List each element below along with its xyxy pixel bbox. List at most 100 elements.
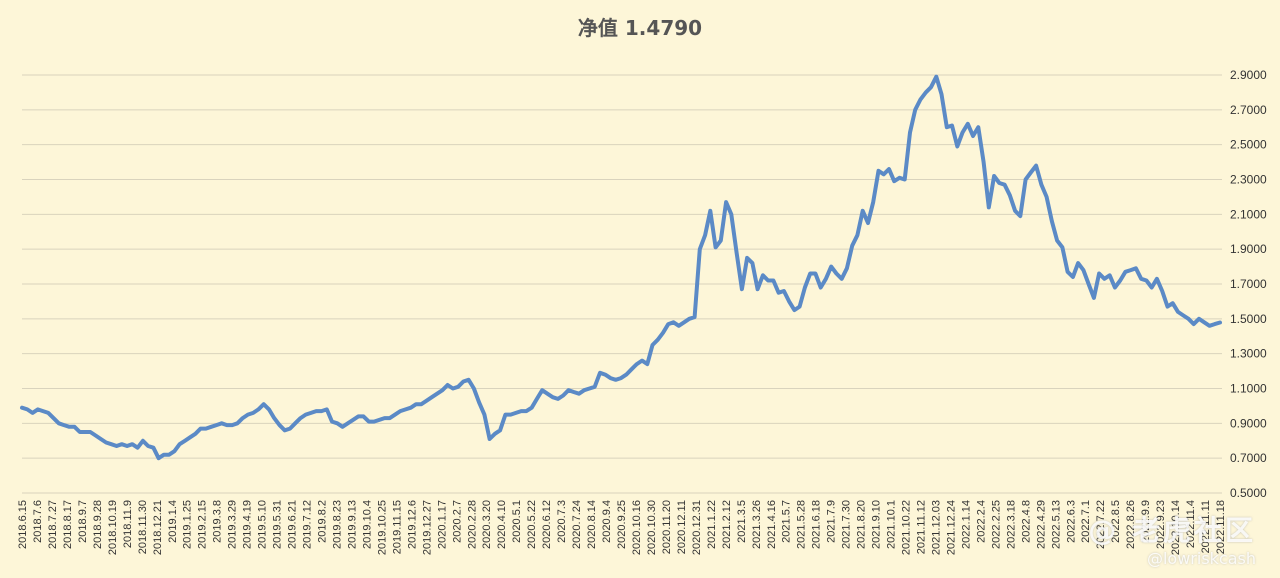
x-tick-label: 2020.8.14 — [586, 500, 598, 549]
x-tick-label: 2022.6.3 — [1065, 500, 1077, 543]
x-tick-label: 2018.8.17 — [62, 500, 74, 549]
x-tick-label: 2019.12.27 — [421, 500, 433, 555]
x-tick-label: 2022.5.13 — [1050, 500, 1062, 549]
x-tick-label: 2018.11.30 — [137, 500, 149, 554]
chart-title: 净值 1.4790 — [577, 16, 703, 40]
series-line — [20, 74, 1222, 461]
x-tick-label: 2021.12.03 — [930, 500, 942, 555]
x-tick-label: 2020.7.3 — [556, 500, 568, 543]
x-tick-label: 2018.7.27 — [47, 500, 59, 549]
x-tick-label: 2019.3.8 — [212, 500, 224, 543]
y-tick-label: 2.3000 — [1230, 173, 1267, 187]
x-tick-label: 2022.9.9 — [1140, 500, 1152, 543]
x-tick-label: 2019.3.29 — [227, 500, 239, 549]
x-tick-label: 2019.1.4 — [167, 500, 179, 543]
x-tick-label: 2021.10.22 — [901, 500, 913, 555]
x-tick-label: 2020.1.17 — [436, 500, 448, 549]
x-axis: 2018.6.15 2018.7.6 2018.7.27 2018.8.17 2018.… — [17, 500, 1227, 555]
x-tick-label: 2018.11.9 — [122, 500, 134, 548]
x-tick-label: 2021.5.28 — [796, 500, 808, 549]
watermark-handle: @lowriskcash — [1146, 549, 1256, 568]
x-tick-label: 2022.10.14 — [1170, 500, 1182, 555]
x-tick-label: 2021.4.16 — [766, 500, 778, 549]
watermark: @ 老虎社区 @lowriskcash — [1088, 509, 1256, 568]
x-tick-label: 2022.9.23 — [1155, 500, 1167, 549]
x-tick-label: 2019.8.23 — [331, 500, 343, 549]
x-tick-label: 2019.10.25 — [376, 500, 388, 555]
x-tick-label: 2022.3.18 — [1005, 500, 1017, 549]
x-tick-label: 2021.8.20 — [856, 500, 868, 549]
x-tick-label: 2020.3.20 — [481, 500, 493, 549]
y-tick-label: 2.1000 — [1230, 207, 1267, 221]
x-tick-label: 2019.4.19 — [242, 500, 254, 549]
x-tick-label: 2020.6.12 — [541, 500, 553, 549]
x-tick-label: 2019.6.21 — [287, 500, 299, 549]
x-tick-label: 2019.5.31 — [272, 500, 284, 549]
x-tick-label: 2019.5.10 — [257, 500, 269, 549]
x-tick-label: 2020.2.28 — [466, 500, 478, 549]
x-tick-label: 2020.9.25 — [616, 500, 628, 549]
x-tick-label: 2020.12.11 — [676, 500, 688, 554]
x-tick-label: 2021.2.12 — [721, 500, 733, 549]
y-axis: 0.5000 0.7000 0.9000 1.1000 1.3000 1.5000 1.70… — [1230, 68, 1267, 500]
x-tick-label: 2022.2.25 — [990, 500, 1002, 549]
x-tick-label: 2019.9.13 — [346, 500, 358, 549]
x-tick-label: 2019.11.15 — [391, 500, 403, 554]
x-tick-label: 2022.4.8 — [1020, 500, 1032, 543]
x-tick-label: 2022.4.29 — [1035, 500, 1047, 549]
y-tick-label: 2.9000 — [1230, 68, 1267, 82]
x-tick-label: 2021.12.24 — [945, 500, 957, 555]
x-tick-label: 2020.5.1 — [511, 500, 523, 543]
x-tick-label: 2018.10.19 — [107, 500, 119, 555]
y-tick-label: 0.9000 — [1230, 416, 1267, 430]
x-tick-label: 2021.10.1 — [886, 500, 898, 549]
x-tick-label: 2022.7.1 — [1080, 500, 1092, 543]
x-tick-label: 2022.1.14 — [960, 500, 972, 549]
x-tick-label: 2022.8.26 — [1125, 500, 1137, 549]
x-tick-label: 2022.11.11 — [1200, 500, 1212, 553]
x-tick-label: 2021.3.5 — [736, 500, 748, 543]
x-tick-label: 2018.7.6 — [32, 500, 44, 543]
x-tick-label: 2019.2.15 — [197, 500, 209, 549]
x-tick-label: 2022.11.18 — [1215, 500, 1227, 554]
x-tick-label: 2021.5.7 — [781, 500, 793, 543]
x-tick-label: 2021.11.12 — [916, 500, 928, 554]
x-tick-label: 2022.8.5 — [1110, 500, 1122, 543]
x-tick-label: 2022.7.22 — [1095, 500, 1107, 549]
y-tick-label: 1.3000 — [1230, 347, 1267, 361]
x-tick-label: 2021.7.30 — [841, 500, 853, 549]
x-tick-label: 2018.12.21 — [152, 500, 164, 555]
x-tick-label: 2019.12.6 — [406, 500, 418, 549]
y-tick-label: 1.7000 — [1230, 277, 1267, 291]
x-tick-label: 2019.8.2 — [317, 500, 329, 543]
x-tick-label: 2020.5.22 — [526, 500, 538, 549]
x-tick-label: 2018.9.7 — [77, 500, 89, 543]
y-tick-label: 2.5000 — [1230, 138, 1267, 152]
y-tick-label: 0.5000 — [1230, 486, 1267, 500]
x-tick-label: 2021.3.26 — [751, 500, 763, 549]
x-tick-label: 2022.11.4 — [1185, 500, 1197, 548]
watermark-logo-text: @ 老虎社区 — [1088, 514, 1256, 547]
x-tick-label: 2019.7.12 — [302, 500, 314, 549]
x-tick-label: 2020.11.20 — [661, 500, 673, 554]
x-tick-label: 2020.2.7 — [451, 500, 463, 543]
x-tick-label: 2021.7.9 — [826, 500, 838, 543]
x-tick-label: 2020.9.4 — [601, 500, 613, 543]
x-tick-label: 2021.9.10 — [871, 500, 883, 549]
x-tick-label: 2019.1.25 — [182, 500, 194, 549]
x-tick-label: 2020.7.24 — [571, 500, 583, 549]
y-tick-label: 2.7000 — [1230, 103, 1267, 117]
x-tick-label: 2018.6.15 — [17, 500, 29, 549]
x-tick-label: 2018.9.28 — [92, 500, 104, 549]
y-tick-label: 0.7000 — [1230, 451, 1267, 465]
x-tick-label: 2021.6.18 — [811, 500, 823, 549]
x-tick-label: 2022.2.4 — [975, 500, 987, 543]
x-tick-label: 2020.10.16 — [631, 500, 643, 555]
series-layer — [20, 74, 1222, 461]
x-tick-label: 2020.12.31 — [691, 500, 703, 555]
x-tick-label: 2019.10.4 — [361, 500, 373, 549]
x-tick-label: 2021.1.22 — [706, 500, 718, 549]
y-tick-label: 1.5000 — [1230, 312, 1267, 326]
